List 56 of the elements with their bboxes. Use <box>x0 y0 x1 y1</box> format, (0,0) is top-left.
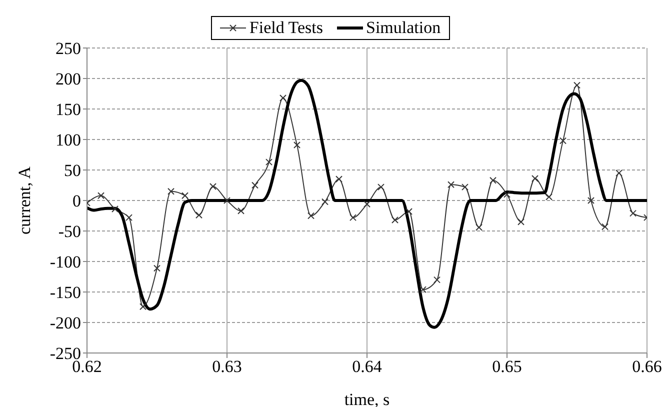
point <box>574 82 580 89</box>
point <box>504 190 510 198</box>
point <box>420 286 426 294</box>
point <box>238 207 244 214</box>
point <box>560 137 566 144</box>
point <box>434 276 440 284</box>
y-tick-label: -50 <box>58 222 81 242</box>
point <box>630 210 636 217</box>
y-axis-title: current, A <box>15 166 34 234</box>
legend-label: Simulation <box>364 18 441 38</box>
x-tick-label: 0.66 <box>632 357 662 376</box>
x-tick-label: 0.63 <box>212 357 242 376</box>
point <box>462 184 468 191</box>
point <box>280 94 286 102</box>
point <box>182 192 188 200</box>
point <box>154 264 160 272</box>
point <box>490 176 496 184</box>
point <box>308 212 314 220</box>
point <box>140 303 146 310</box>
point <box>406 208 412 215</box>
point <box>126 214 132 222</box>
y-tick-label: 200 <box>56 70 81 89</box>
point <box>616 170 622 177</box>
x-tick-label: 0.64 <box>352 357 382 376</box>
point <box>266 158 272 166</box>
point <box>476 224 482 231</box>
point <box>98 192 104 200</box>
point <box>336 176 342 183</box>
y-tick-label: 0 <box>72 192 81 211</box>
point <box>448 181 454 188</box>
y-tick-label: -200 <box>50 314 81 333</box>
point <box>168 188 174 195</box>
point <box>210 182 216 190</box>
point <box>252 182 258 189</box>
point <box>378 184 384 191</box>
point <box>392 216 398 224</box>
y-tick-label: -150 <box>50 283 81 302</box>
point <box>546 193 552 200</box>
point <box>518 218 524 226</box>
y-tick-label: -100 <box>50 252 81 272</box>
point <box>350 214 356 222</box>
point <box>602 223 608 230</box>
point <box>322 198 328 206</box>
point <box>224 197 230 204</box>
x-tick-label: 0.65 <box>492 357 522 376</box>
point <box>112 206 118 213</box>
y-tick-label: 150 <box>56 100 81 120</box>
point <box>364 200 370 208</box>
point <box>588 197 594 204</box>
point <box>532 175 538 182</box>
legend-label: Field Tests <box>248 18 323 38</box>
y-tick-label: 100 <box>56 130 81 150</box>
y-tick-label: 250 <box>56 39 81 58</box>
y-tick-label: 50 <box>64 161 81 180</box>
point <box>196 212 202 219</box>
point <box>294 141 300 148</box>
